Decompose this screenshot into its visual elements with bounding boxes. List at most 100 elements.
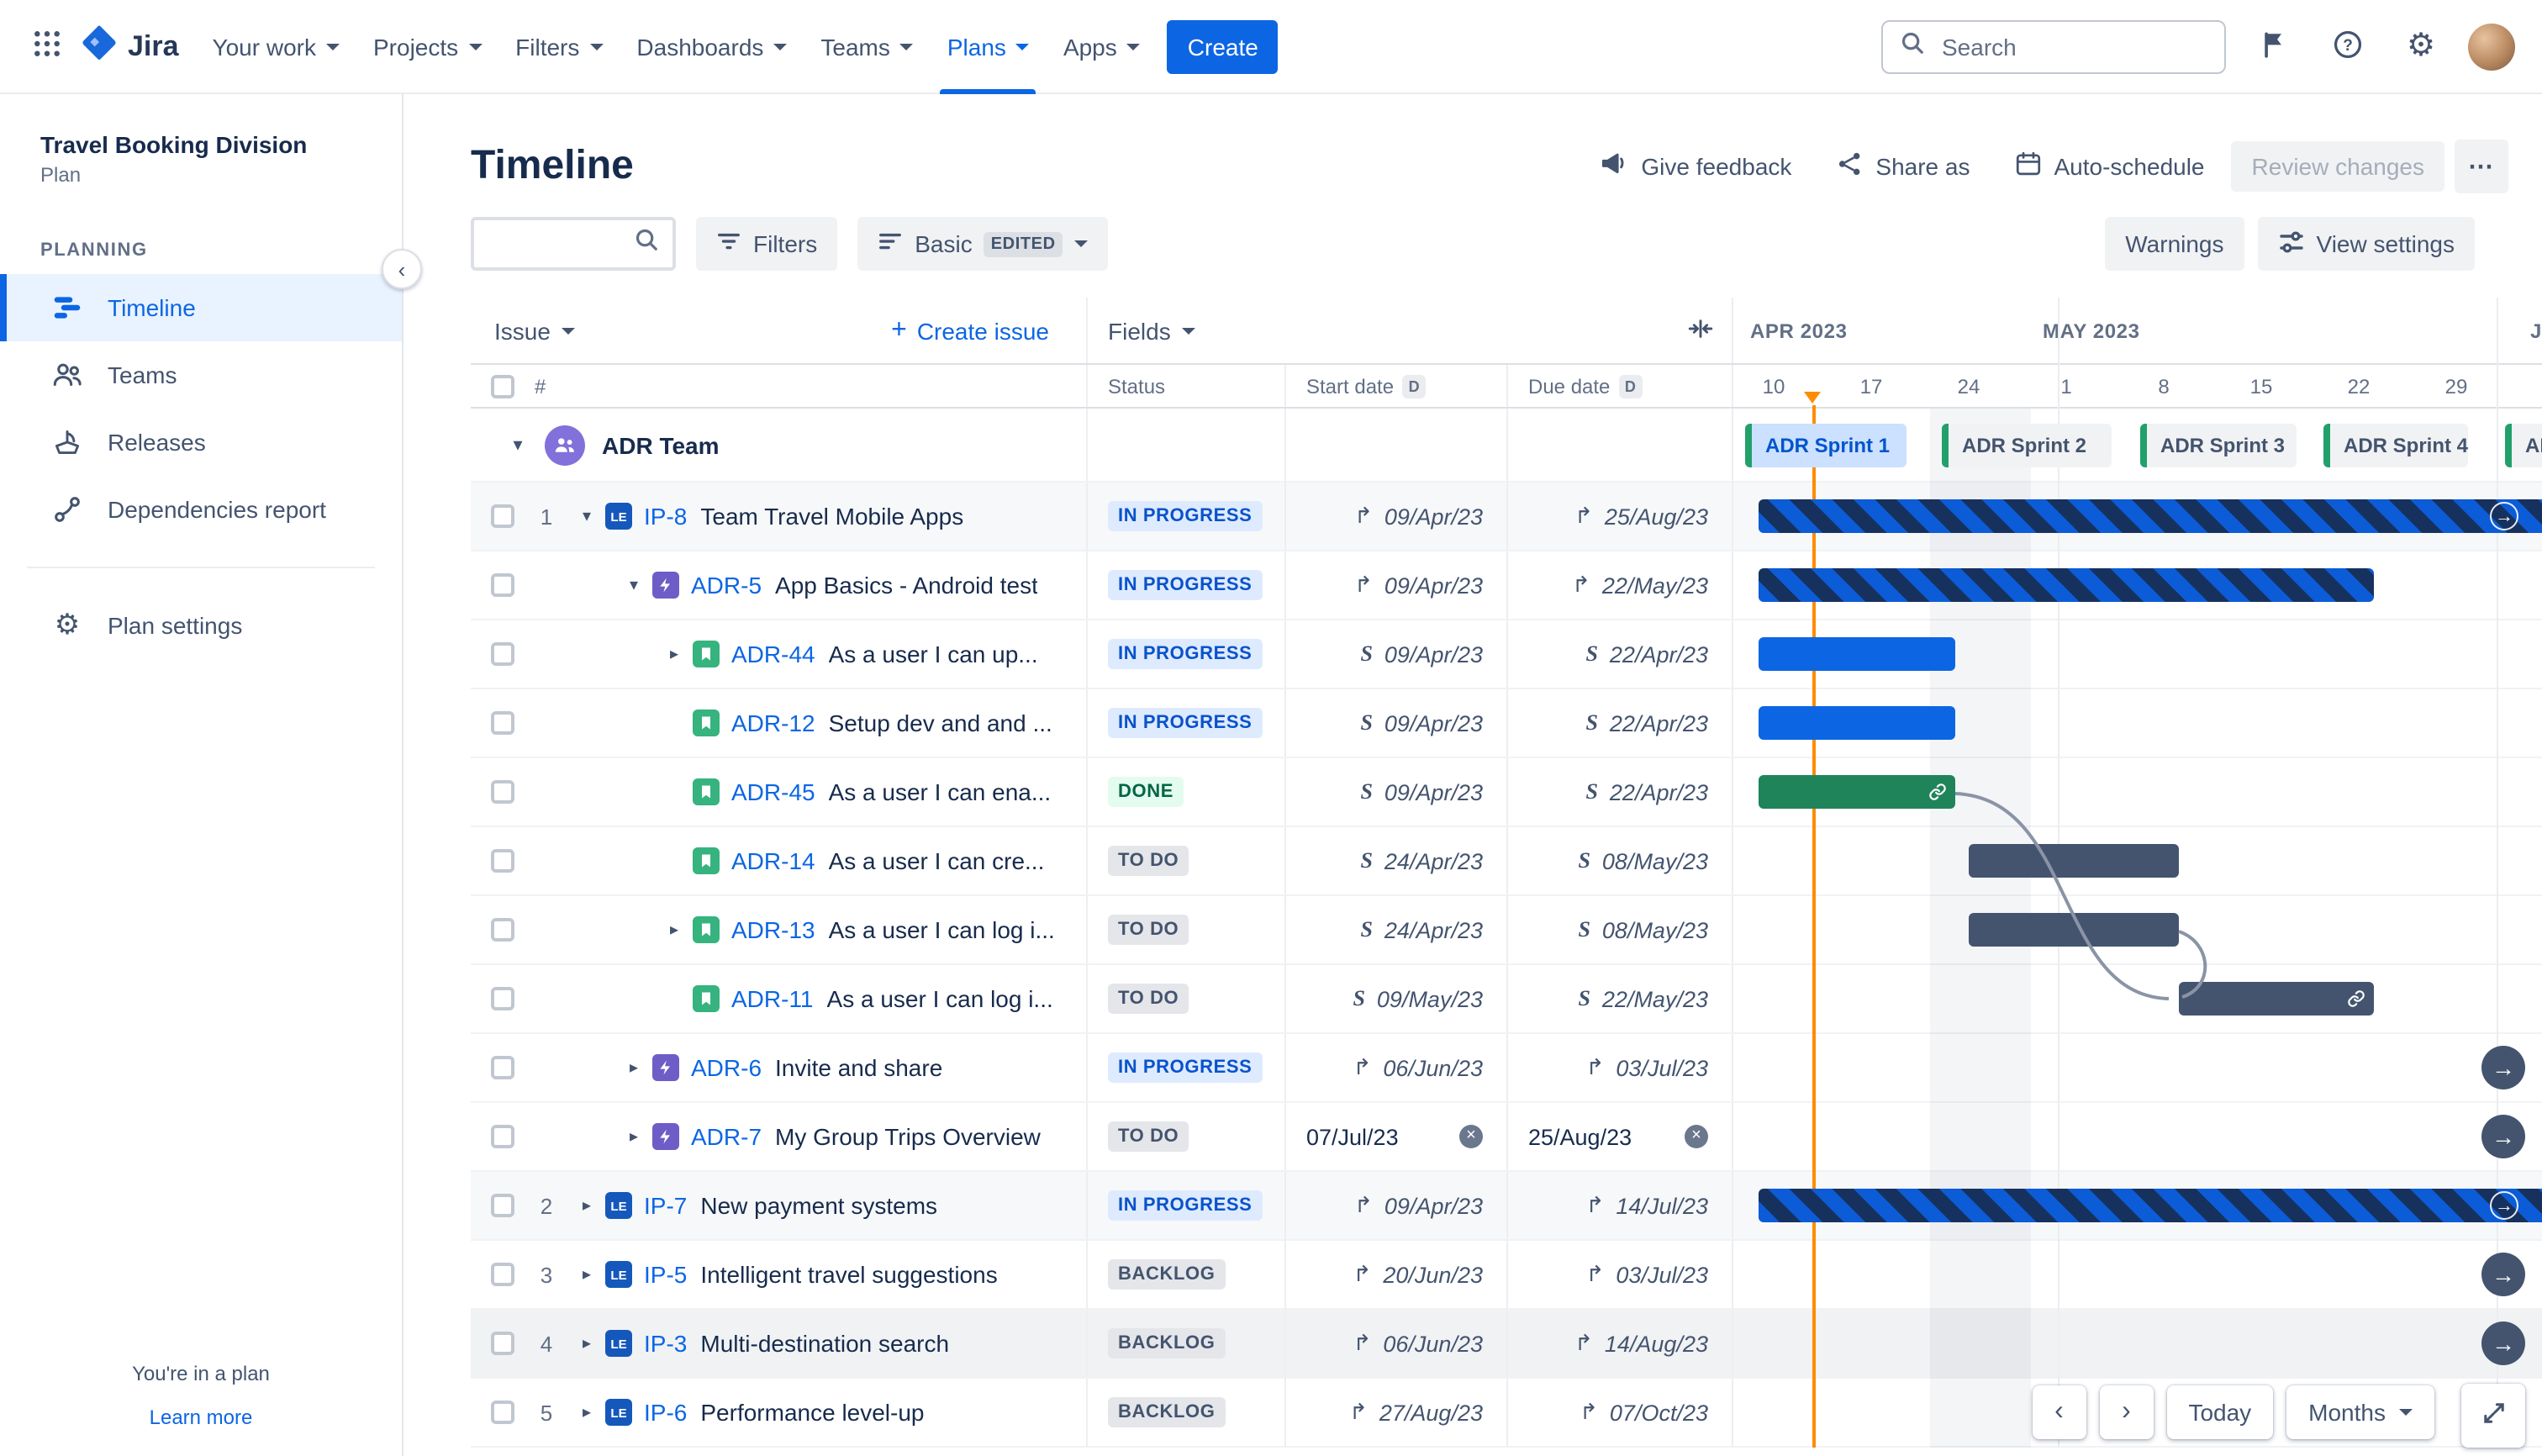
expand-toggle[interactable]: ▸ [572,1328,602,1358]
review-changes-button[interactable]: Review changes [2231,140,2444,191]
status-lozenge[interactable]: TO DO [1108,915,1189,945]
sideb​ar-item-dependencies-report[interactable]: Dependencies report [0,476,402,543]
status-lozenge[interactable]: IN PROGRESS [1108,501,1263,531]
issue-key-link[interactable]: ADR-44 [731,641,815,667]
jump-to-offscreen-bar-button[interactable]: → [2481,1046,2525,1089]
create-button[interactable]: Create [1167,19,1279,73]
start-date-cell[interactable]: ↱ 09/Apr/23 [1284,551,1506,619]
issue-row-adr-5[interactable]: ▾ ADR-5 App Basics - Android test IN PROGRE… [471,551,2542,620]
sidebar-collapse-button[interactable]: ‹ [382,249,422,289]
remove-date-button[interactable]: × [1685,1125,1708,1148]
sprint-header[interactable]: ADR Sprint 2 [1942,423,2112,467]
row-checkbox[interactable] [491,918,514,942]
due-date-cell[interactable]: S 22/May/23 [1506,965,1732,1032]
fields-dropdown[interactable]: Fields [1108,317,1196,344]
dependency-link-icon[interactable] [2347,989,2365,1008]
expand-toggle[interactable]: ▸ [572,1259,602,1290]
row-checkbox[interactable] [491,849,514,873]
scroll-right-button[interactable]: › [2099,1385,2154,1439]
issue-row-ip-7[interactable]: 2 ▸ LE IP-7 New payment systems IN PROGRESS ↱ 0… [471,1172,2542,1241]
start-date-cell[interactable]: S 09/Apr/23 [1284,620,1506,688]
due-date-cell[interactable]: S 08/May/23 [1506,827,1732,894]
jira-home-link[interactable]: Jira [81,24,179,69]
row-checkbox[interactable] [491,1125,514,1148]
due-date-cell[interactable]: 25/Aug/23 × [1506,1103,1732,1170]
row-checkbox[interactable] [491,1401,514,1424]
start-date-cell[interactable]: ↱ 27/Aug/23 [1284,1379,1506,1446]
issue-row-adr-12[interactable]: ADR-12 Setup dev and and ... IN PROGRESS S 0… [471,689,2542,758]
share-as-button[interactable]: Share as [1818,139,1986,193]
due-date-cell[interactable]: ↱ 25/Aug/23 [1506,483,1732,550]
status-lozenge[interactable]: TO DO [1108,1121,1189,1152]
due-date-cell[interactable]: S 22/Apr/23 [1506,689,1732,757]
nav-item-filters[interactable]: Filters [498,0,620,93]
nav-item-your-work[interactable]: Your work [196,0,357,93]
feedback-flag-button[interactable] [2246,19,2300,73]
app-switcher-button[interactable] [20,19,74,73]
view-mode-button[interactable]: Basic EDITED [857,217,1108,271]
global-search[interactable] [1881,19,2226,73]
warnings-button[interactable]: Warnings [2105,217,2244,271]
nav-item-dashboards[interactable]: Dashboards [620,0,804,93]
auto-schedule-button[interactable]: Auto-schedule [1997,139,2222,193]
give-feedback-button[interactable]: Give feedback [1582,138,1808,193]
sprint-header[interactable]: ADR Sprint 4 [2323,423,2468,467]
sprint-header[interactable]: ADR Sprint 3 [2140,423,2297,467]
due-date-cell[interactable]: S 08/May/23 [1506,896,1732,963]
issue-row-ip-3[interactable]: 4 ▸ LE IP-3 Multi-destination search BACKLOG ↱… [471,1310,2542,1379]
row-checkbox[interactable] [491,642,514,666]
start-date-cell[interactable]: S 09/Apr/23 [1284,758,1506,826]
gantt-bar[interactable] [1759,568,2374,602]
expand-toggle[interactable]: ▾ [619,570,649,600]
start-date-cell[interactable]: 07/Jul/23 × [1284,1103,1506,1170]
issue-row-adr-7[interactable]: ▸ ADR-7 My Group Trips Overview TO DO 07/Jul… [471,1103,2542,1172]
nav-item-projects[interactable]: Projects [356,0,498,93]
gantt-bar[interactable] [1759,706,1955,740]
start-date-cell[interactable]: ↱ 06/Jun/23 [1284,1034,1506,1101]
due-date-cell[interactable]: ↱ 03/Jul/23 [1506,1034,1732,1101]
dependency-link-icon[interactable] [1928,783,1947,801]
issue-header-dropdown[interactable]: Issue [494,317,576,344]
select-all-checkbox[interactable] [491,374,514,398]
issue-row-adr-6[interactable]: ▸ ADR-6 Invite and share IN PROGRESS ↱ 06/Jun… [471,1034,2542,1103]
status-lozenge[interactable]: BACKLOG [1108,1397,1226,1427]
row-checkbox[interactable] [491,504,514,528]
start-date-cell[interactable]: S 24/Apr/23 [1284,896,1506,963]
group-expand-toggle[interactable]: ▾ [501,428,535,462]
status-lozenge[interactable]: TO DO [1108,984,1189,1014]
sidebar-item-releases[interactable]: Releases [0,409,402,476]
collapse-fields-button[interactable] [1686,314,1715,347]
start-date-cell[interactable]: S 09/May/23 [1284,965,1506,1032]
user-avatar[interactable] [2468,23,2515,70]
gantt-bar[interactable] [1759,1189,2542,1222]
start-date-cell[interactable]: ↱ 06/Jun/23 [1284,1310,1506,1377]
today-button[interactable]: Today [2166,1385,2274,1439]
row-checkbox[interactable] [491,1056,514,1079]
status-lozenge[interactable]: BACKLOG [1108,1328,1226,1358]
status-lozenge[interactable]: IN PROGRESS [1108,1190,1263,1221]
start-date-cell[interactable]: ↱ 09/Apr/23 [1284,483,1506,550]
issue-row-adr-45[interactable]: ADR-45 As a user I can ena... DONE S 09/Apr/… [471,758,2542,827]
remove-date-button[interactable]: × [1459,1125,1483,1148]
more-actions-button[interactable]: ⋯ [2455,139,2508,193]
issue-row-ip-8[interactable]: 1 ▾ LE IP-8 Team Travel Mobile Apps IN PROGRE… [471,483,2542,551]
due-date-cell[interactable]: ↱ 07/Oct/23 [1506,1379,1732,1446]
gantt-bar[interactable] [1759,775,1955,809]
learn-more-link[interactable]: Learn more [149,1406,253,1429]
fullscreen-button[interactable] [2461,1384,2525,1448]
sprint-header[interactable]: AD [2505,423,2542,467]
nav-item-apps[interactable]: Apps [1047,0,1158,93]
expand-toggle[interactable]: ▸ [619,1121,649,1152]
start-date-cell[interactable]: S 09/Apr/23 [1284,689,1506,757]
issue-key-link[interactable]: ADR-5 [691,572,762,599]
row-checkbox[interactable] [491,711,514,735]
start-date-cell[interactable]: ↱ 09/Apr/23 [1284,1172,1506,1239]
row-checkbox[interactable] [491,1194,514,1217]
expand-toggle[interactable]: ▸ [572,1190,602,1221]
issue-row-ip-5[interactable]: 3 ▸ LE IP-5 Intelligent travel suggestions BA… [471,1241,2542,1310]
issue-key-link[interactable]: IP-6 [644,1399,688,1426]
due-date-cell[interactable]: ↱ 22/May/23 [1506,551,1732,619]
due-date-cell[interactable]: ↱ 14/Aug/23 [1506,1310,1732,1377]
issue-row-adr-44[interactable]: ▸ ADR-44 As a user I can up... IN PROGRESS S… [471,620,2542,689]
row-checkbox[interactable] [491,1263,514,1286]
